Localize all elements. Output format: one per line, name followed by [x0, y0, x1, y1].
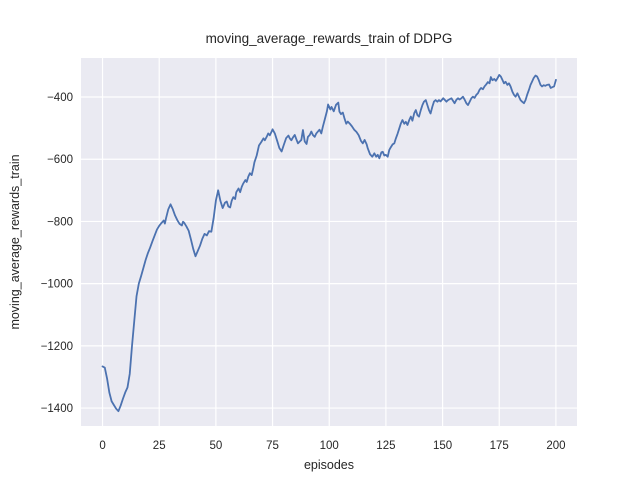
- chart-title: moving_average_rewards_train of DDPG: [205, 31, 453, 46]
- x-tick-label: 0: [99, 440, 105, 452]
- x-axis-label: episodes: [303, 458, 355, 472]
- x-tick-label: 175: [490, 440, 509, 452]
- x-tick-label: 150: [433, 440, 452, 452]
- y-axis-label: moving_average_rewards_train: [8, 154, 22, 330]
- y-tick-label: −400: [47, 92, 73, 104]
- y-tick-label: −800: [47, 216, 73, 228]
- y-tick-label: −1200: [41, 341, 73, 353]
- x-tick-label: 125: [376, 440, 395, 452]
- x-tick-label: 200: [546, 440, 565, 452]
- x-tick-label: 25: [153, 440, 166, 452]
- x-tick-label: 100: [320, 440, 339, 452]
- data-line-moving_average_rewards_train: [101, 74, 557, 413]
- y-tick-label: −1400: [41, 403, 73, 415]
- x-tick-label: 50: [209, 440, 222, 452]
- x-tick-label: 75: [266, 440, 279, 452]
- y-tick-label: −600: [47, 154, 73, 166]
- y-tick-label: −1000: [41, 279, 73, 291]
